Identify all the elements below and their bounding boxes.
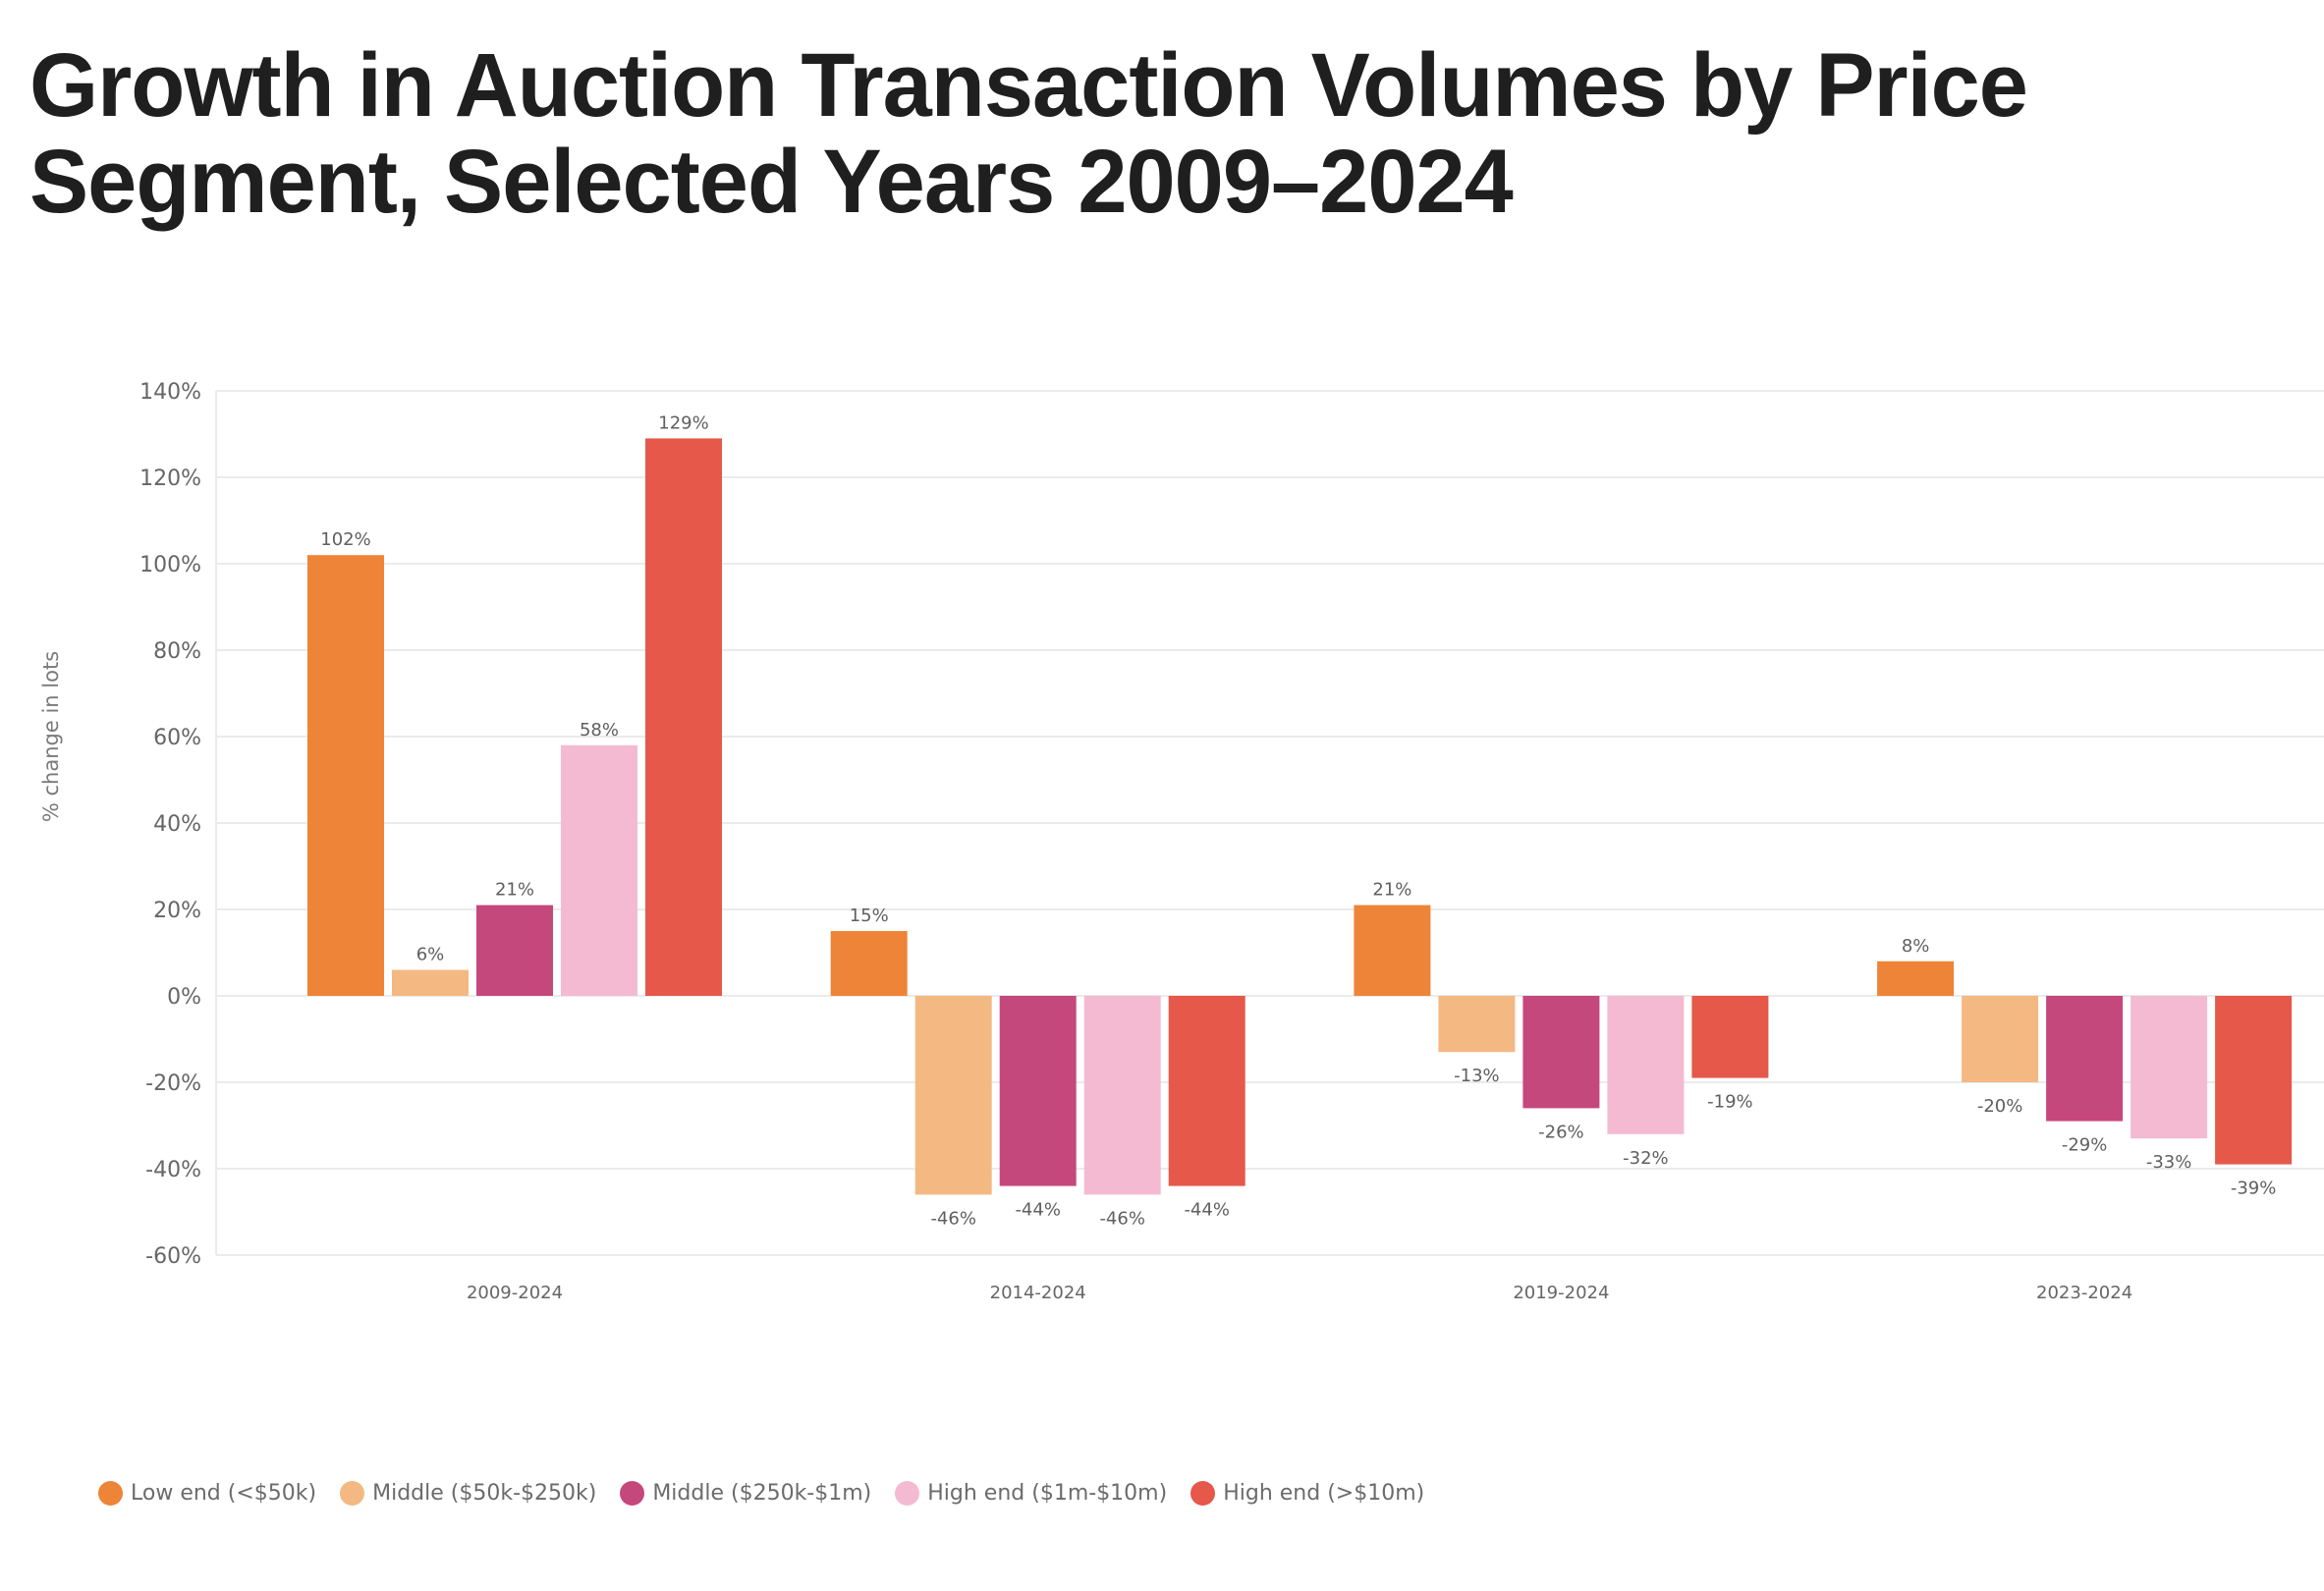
x-tick-label: 2019-2024 — [1513, 1283, 1609, 1303]
data-label: -32% — [1623, 1148, 1669, 1169]
chart-title: Growth in Auction Transaction Volumes by… — [29, 35, 2028, 232]
legend-swatch-icon — [98, 1481, 123, 1506]
y-tick-label: 120% — [139, 466, 201, 491]
legend-label: Middle ($50k-$250k) — [372, 1481, 597, 1506]
bar — [392, 969, 469, 996]
data-label: 21% — [495, 880, 534, 901]
data-label: -19% — [1707, 1092, 1753, 1113]
bar — [2046, 996, 2124, 1122]
y-tick-label: -20% — [145, 1071, 201, 1096]
bar — [1354, 905, 1431, 996]
bar — [1168, 996, 1245, 1186]
y-tick-label: -40% — [145, 1158, 201, 1182]
data-label: 102% — [320, 529, 370, 550]
data-label: -46% — [1099, 1208, 1145, 1229]
x-tick-label: 2009-2024 — [467, 1283, 563, 1303]
bar — [1607, 996, 1685, 1134]
x-tick-label: 2023-2024 — [2036, 1283, 2132, 1303]
data-label: -29% — [2062, 1135, 2108, 1156]
bar-chart: 140% 120% 100% 80% 60% 40% 20% 0% -20% -40% -60% %… — [39, 380, 2324, 1303]
legend-item[interactable]: Middle ($50k-$250k) — [340, 1481, 596, 1506]
y-axis-ticks: 140% 120% 100% 80% 60% 40% 20% 0% -20% -40% -60% — [139, 380, 201, 1269]
y-tick-label: -60% — [145, 1244, 201, 1269]
legend-label: Low end (<$50k) — [131, 1481, 317, 1506]
legend-label: Middle ($250k-$1m) — [652, 1481, 872, 1506]
legend-item[interactable]: Low end (<$50k) — [98, 1481, 316, 1506]
bar — [307, 555, 384, 996]
y-tick-label: 0% — [167, 985, 201, 1010]
y-tick-label: 40% — [153, 812, 201, 837]
data-label: -33% — [2146, 1152, 2192, 1173]
legend-item[interactable]: High end (>$10m) — [1190, 1481, 1424, 1506]
legend-label: High end ($1m-$10m) — [927, 1481, 1168, 1506]
data-label: 15% — [850, 905, 889, 926]
x-axis-labels: 2009-2024 2014-2024 2019-2024 2023-2024 — [467, 1283, 2132, 1303]
chart-title-line-2: Segment, Selected Years 2009–2024 — [29, 132, 1514, 232]
data-label: 58% — [580, 720, 619, 741]
data-label: -44% — [1015, 1200, 1061, 1221]
data-label: -46% — [930, 1208, 976, 1229]
legend-item[interactable]: Middle ($250k-$1m) — [620, 1481, 871, 1506]
data-label: 8% — [1902, 936, 1930, 957]
gridlines — [215, 390, 2324, 1256]
data-label: -44% — [1184, 1200, 1230, 1221]
bars — [307, 438, 2293, 1195]
bar — [1438, 996, 1516, 1053]
data-label: 21% — [1372, 880, 1411, 901]
bar — [561, 744, 637, 996]
bar — [1691, 996, 1769, 1078]
bar — [1877, 960, 1955, 996]
bar — [1962, 996, 2039, 1082]
legend-swatch-icon — [1190, 1481, 1216, 1506]
y-tick-label: 80% — [153, 639, 201, 664]
legend-swatch-icon — [620, 1481, 645, 1506]
legend-label: High end (>$10m) — [1223, 1481, 1425, 1506]
data-label: -26% — [1538, 1122, 1584, 1142]
data-label: -39% — [2231, 1179, 2277, 1199]
data-label: 129% — [658, 412, 708, 433]
y-tick-label: 60% — [153, 726, 201, 750]
legend: Low end (<$50k) Middle ($50k-$250k) Middle… — [98, 1481, 1448, 1506]
chart-title-line-1: Growth in Auction Transaction Volumes by… — [29, 35, 2028, 136]
bar — [1083, 996, 1161, 1195]
bar — [1522, 996, 1600, 1109]
bar — [645, 438, 722, 996]
data-label: 6% — [416, 945, 445, 965]
data-label: -20% — [1977, 1096, 2023, 1117]
y-axis-title: % change in lots — [39, 651, 63, 822]
y-tick-label: 140% — [139, 380, 201, 405]
legend-item[interactable]: High end ($1m-$10m) — [895, 1481, 1167, 1506]
data-label: -13% — [1454, 1066, 1500, 1086]
bar — [830, 931, 908, 996]
bar — [999, 996, 1077, 1186]
legend-swatch-icon — [895, 1481, 920, 1506]
bar — [476, 905, 553, 996]
x-tick-label: 2014-2024 — [990, 1283, 1086, 1303]
bar — [2130, 996, 2208, 1139]
value-labels: 102% 6% 21% 58% 129% 15% -46% -44% -46% -44% 21% -1… — [320, 412, 2276, 1229]
legend-swatch-icon — [340, 1481, 365, 1506]
y-tick-label: 100% — [139, 553, 201, 577]
bar — [914, 996, 992, 1195]
y-tick-label: 20% — [153, 899, 201, 923]
bar — [2215, 996, 2293, 1165]
